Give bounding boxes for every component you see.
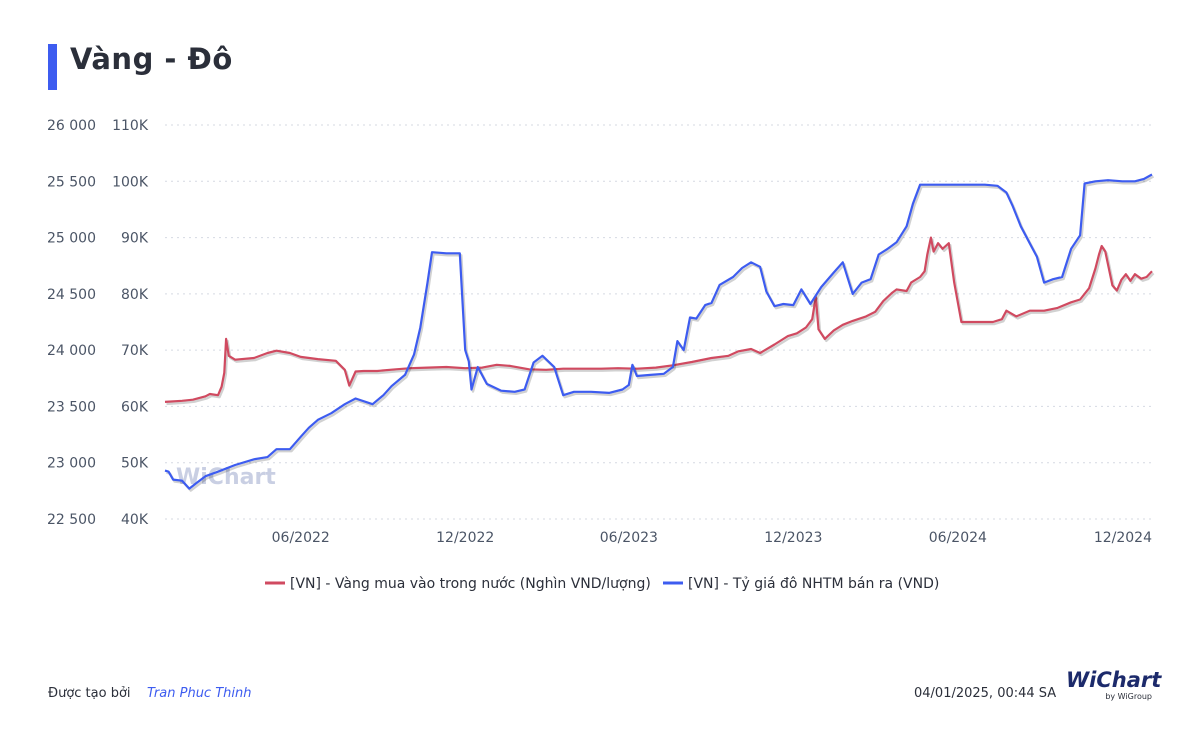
- y-left-tick-label: 22 500: [47, 512, 96, 528]
- chart: 22 500 23 000 23 500 24 000 24 500 25 000 25 5…: [47, 118, 1155, 592]
- timestamp: 04/01/2025, 00:44 SA: [914, 686, 1057, 701]
- x-tick-label: 12/2024: [1094, 530, 1152, 546]
- grid-lines: [165, 124, 1152, 520]
- y-left-tick-label: 23 500: [47, 399, 96, 415]
- created-by-label: Được tạo bởi: [48, 686, 131, 701]
- x-axis: 06/2022 12/2022 06/2023 12/2023 06/2024 12/20…: [272, 530, 1152, 546]
- page-title: Vàng - Đô: [70, 42, 233, 76]
- y-right-axis: 40K 50K 60K 70K 80K 90K 100K 110K: [112, 118, 149, 528]
- x-tick-label: 12/2022: [436, 530, 494, 546]
- y-right-tick-label: 90K: [121, 231, 149, 247]
- x-tick-label: 06/2022: [272, 530, 330, 546]
- y-left-tick-label: 24 000: [47, 343, 96, 359]
- author-link[interactable]: Tran Phuc Thinh: [147, 686, 252, 701]
- y-left-axis: 22 500 23 000 23 500 24 000 24 500 25 000 25 5…: [47, 118, 96, 528]
- y-right-tick-label: 40K: [121, 512, 149, 528]
- y-right-tick-label: 70K: [121, 343, 149, 359]
- wichart-logo: WiChart by WiGroup: [1066, 668, 1162, 708]
- y-right-tick-label: 80K: [121, 287, 149, 303]
- y-left-tick-label: 26 000: [47, 118, 96, 134]
- series-shadow-usd-rate: [166, 175, 1155, 492]
- x-tick-label: 06/2024: [929, 530, 987, 546]
- series-group: [164, 173, 1155, 492]
- logo-subtext: by WiGroup: [1105, 692, 1152, 701]
- y-right-tick-label: 60K: [121, 399, 149, 415]
- y-right-tick-label: 50K: [121, 456, 149, 472]
- series-shadow-gold-price: [166, 238, 1155, 406]
- legend: [VN] - Vàng mua vào trong nước (Nghìn VN…: [265, 576, 939, 592]
- series-line-usd-rate: [164, 173, 1153, 490]
- legend-label[interactable]: [VN] - Vàng mua vào trong nước (Nghìn VN…: [290, 576, 651, 592]
- y-left-tick-label: 25 000: [47, 231, 96, 247]
- title-accent-bar: [48, 44, 57, 90]
- logo-text: WiChart: [1066, 668, 1162, 692]
- y-left-tick-label: 23 000: [47, 456, 96, 472]
- legend-label[interactable]: [VN] - Tỷ giá đô NHTM bán ra (VND): [688, 576, 939, 592]
- series-line-gold-price: [164, 236, 1153, 403]
- y-right-tick-label: 110K: [112, 118, 149, 134]
- y-left-tick-label: 24 500: [47, 287, 96, 303]
- y-left-tick-label: 25 500: [47, 174, 96, 190]
- x-tick-label: 06/2023: [600, 530, 658, 546]
- y-right-tick-label: 100K: [112, 174, 149, 190]
- x-tick-label: 12/2023: [764, 530, 822, 546]
